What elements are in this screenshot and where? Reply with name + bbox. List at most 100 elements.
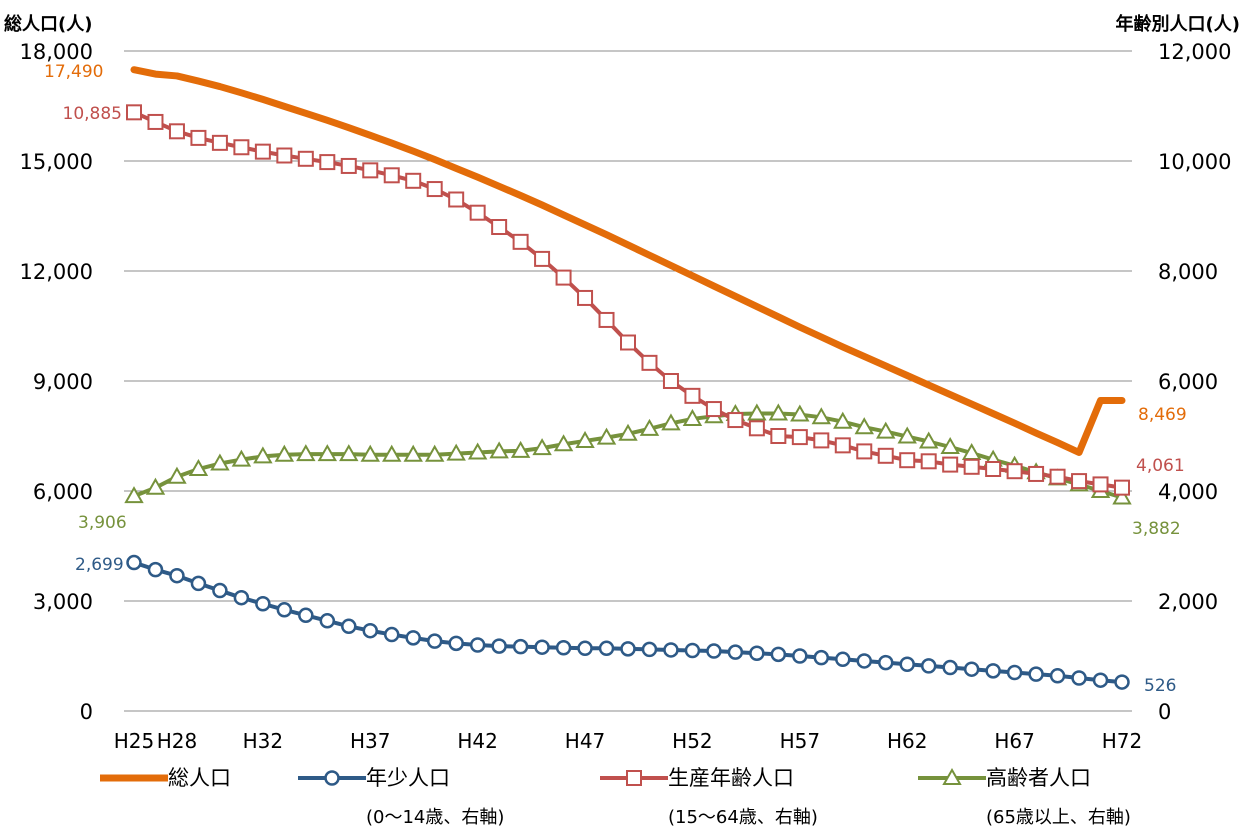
data-point: [190, 575, 207, 592]
data-point: [317, 444, 338, 462]
data-point: [362, 622, 379, 639]
data-point: [448, 191, 465, 208]
y-left-tick-label: 15,000: [20, 150, 93, 174]
data-point: [920, 658, 937, 674]
data-point: [770, 646, 787, 663]
data-point: [790, 404, 810, 422]
data-point: [276, 147, 293, 164]
data-point: [833, 411, 853, 429]
y-right-tick-label: 6,000: [1158, 370, 1218, 394]
data-point: [255, 596, 271, 612]
y-left-tick-label: 6,000: [33, 480, 93, 504]
data-point: [319, 154, 336, 171]
data-point: [684, 387, 701, 404]
data-point: [706, 643, 722, 659]
data-point: [598, 311, 615, 328]
x-tick-label: H28: [157, 729, 198, 753]
data-point: [641, 641, 658, 658]
legend-item: 生産年齢人口 (15〜64歳、右軸): [600, 766, 818, 828]
data-point: [383, 626, 400, 643]
data-point: [1006, 664, 1023, 681]
data-point: [596, 427, 617, 445]
data-point: [792, 648, 808, 664]
data-point: [1028, 465, 1045, 482]
data-point: [211, 134, 228, 151]
data-point: [512, 638, 529, 655]
data-point: [168, 123, 185, 140]
legend-marker: [324, 770, 340, 786]
data-point: [491, 219, 508, 235]
legend-label: 高齢者人口: [986, 766, 1091, 790]
data-point: [662, 373, 679, 389]
data-point: [899, 452, 916, 469]
data-point: [469, 204, 486, 221]
y-right-tick-label: 10,000: [1158, 150, 1231, 174]
data-point: [663, 642, 679, 658]
data-point: [877, 447, 894, 464]
data-point: [727, 644, 744, 660]
legend-label: 生産年齢人口: [668, 766, 794, 790]
data-point: [747, 403, 767, 421]
data-point: [1049, 468, 1066, 485]
y-left-tick-label: 0: [80, 700, 93, 724]
x-tick-label: H25: [114, 729, 155, 753]
data-point: [598, 640, 615, 657]
data-point: [298, 607, 314, 624]
x-tick-label: H47: [565, 729, 606, 753]
data-point: [424, 444, 445, 462]
y-right-tick-label: 12,000: [1158, 40, 1231, 64]
data-point: [1092, 672, 1109, 688]
data-point: [877, 654, 894, 671]
data-point: [813, 432, 830, 449]
gridlines: [124, 50, 1132, 712]
legend-label: 年少人口: [366, 766, 450, 790]
data-point: [339, 444, 359, 462]
y-right-tick-labels: 0 2,000 4,000 6,000 8,000 10,000 12,000: [1158, 40, 1231, 724]
data-point: [296, 444, 316, 462]
data-label: 4,061: [1136, 456, 1185, 476]
data-point: [188, 458, 209, 476]
x-tick-label: H52: [672, 729, 713, 753]
data-label: 526: [1144, 676, 1176, 696]
data-point: [233, 589, 250, 606]
data-label: 3,906: [78, 513, 127, 533]
data-point: [126, 104, 142, 121]
data-point: [684, 642, 701, 659]
series-生産年齢人口: [126, 104, 1130, 496]
data-point: [469, 637, 486, 653]
data-point: [899, 656, 915, 672]
data-point: [405, 630, 421, 646]
data-point: [856, 443, 873, 460]
data-point: [319, 613, 336, 629]
data-label: 8,469: [1138, 405, 1187, 425]
legend-item: 高齢者人口 (65歳以上、右軸): [918, 766, 1131, 828]
legend-item: 年少人口 (0〜14歳、右軸): [298, 766, 504, 828]
data-point: [620, 641, 636, 657]
data-point: [661, 413, 681, 431]
data-point: [963, 458, 980, 475]
data-point: [920, 453, 937, 470]
x-tick-label: H67: [994, 729, 1035, 753]
data-point: [620, 334, 636, 351]
data-point: [383, 167, 400, 184]
data-point: [169, 567, 185, 584]
data-point: [446, 443, 466, 461]
data-point: [856, 653, 873, 669]
data-point: [641, 354, 658, 371]
data-point: [963, 661, 980, 677]
data-point: [749, 645, 765, 661]
data-point: [510, 440, 531, 458]
x-tick-label: H57: [780, 729, 821, 753]
data-point: [770, 428, 787, 444]
data-point: [813, 649, 830, 666]
data-point: [876, 421, 896, 439]
data-point: [811, 407, 832, 425]
data-point: [405, 172, 422, 189]
data-point: [1006, 463, 1023, 480]
y-left-tick-label: 9,000: [33, 370, 93, 394]
data-point: [426, 633, 443, 649]
data-point: [1071, 670, 1087, 686]
x-tick-label: H72: [1102, 729, 1143, 753]
data-point: [918, 431, 939, 449]
